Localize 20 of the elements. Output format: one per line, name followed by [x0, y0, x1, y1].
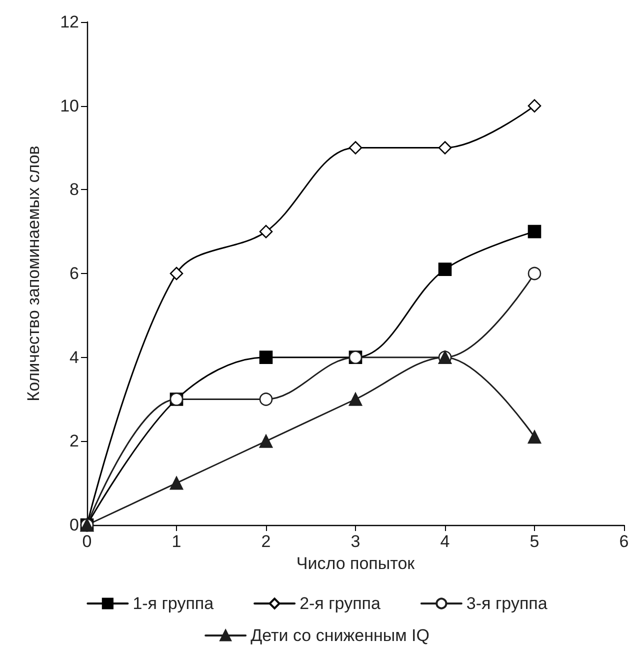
x-tick-label: 0: [82, 532, 92, 551]
y-axis-title: Количество запоминаемых слов: [24, 146, 43, 402]
x-tick-label: 3: [350, 532, 360, 551]
x-tick-label: 4: [440, 532, 450, 551]
legend-label: 2-я группа: [300, 594, 381, 613]
legend-label: 3-я группа: [466, 594, 548, 613]
x-tick-label: 2: [261, 532, 271, 551]
x-tick-label: 1: [172, 532, 182, 551]
y-tick-label: 2: [70, 432, 79, 451]
x-tick-label: 6: [619, 532, 629, 551]
x-tick-label: 5: [530, 532, 540, 551]
y-tick-label: 12: [60, 12, 79, 32]
x-axis-title: Число попыток: [296, 554, 416, 573]
y-tick-label: 8: [70, 180, 79, 200]
y-tick-label: 4: [70, 348, 79, 367]
y-tick-label: 0: [70, 516, 79, 534]
legend-label: 1-я группа: [132, 594, 214, 613]
y-tick-label: 6: [70, 264, 79, 283]
legend-label: Дети со сниженным IQ: [250, 626, 430, 645]
y-tick-label: 10: [60, 96, 79, 116]
